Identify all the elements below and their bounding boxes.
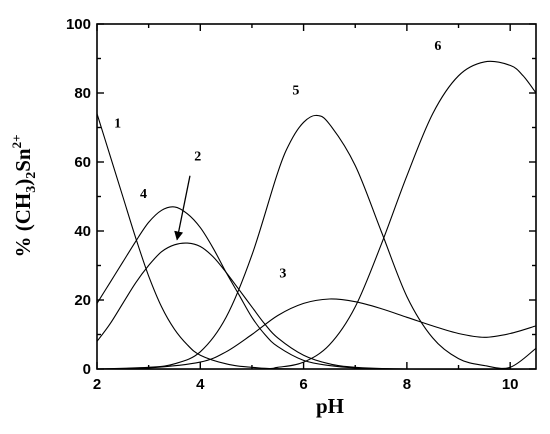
x-tick-label: 10 — [502, 376, 519, 393]
x-axis-ticks: 2 4 6 8 10 — [93, 24, 519, 393]
x-tick-label: 6 — [299, 376, 307, 393]
series-line-5 — [96, 114, 537, 370]
x-tick-label: 8 — [403, 376, 411, 393]
curves-group — [96, 60, 537, 370]
curve-label-1: 1 — [114, 117, 121, 132]
series-line-2 — [96, 242, 537, 370]
x-tick-label: 4 — [196, 376, 205, 393]
y-tick-label: 40 — [74, 223, 91, 240]
series-line-3 — [96, 298, 537, 370]
y-tick-label: 20 — [74, 292, 91, 309]
y-tick-label: 100 — [66, 16, 91, 33]
series-line-1 — [96, 113, 537, 370]
plot-frame — [96, 23, 537, 370]
curve-label-2: 2 — [194, 149, 201, 164]
series-line-6 — [96, 60, 537, 370]
y-tick-label: 0 — [83, 361, 91, 378]
y-tick-label: 80 — [74, 85, 91, 102]
curve-label-5: 5 — [292, 84, 299, 99]
y-axis-label: % (CH3)2Sn2+ — [9, 134, 39, 257]
curve-labels: 1 2 3 4 5 6 — [114, 39, 441, 282]
x-tick-label: 2 — [93, 376, 101, 393]
curve-label-3: 3 — [279, 267, 286, 282]
y-tick-label: 60 — [74, 154, 91, 171]
series-line-4 — [96, 206, 537, 370]
curve-label-6: 6 — [434, 39, 441, 54]
y-axis-ticks: 0 20 40 60 80 100 — [66, 16, 536, 378]
annotation-arrow — [174, 175, 191, 241]
curve-label-4: 4 — [140, 187, 147, 202]
x-axis-label: pH — [316, 394, 344, 418]
